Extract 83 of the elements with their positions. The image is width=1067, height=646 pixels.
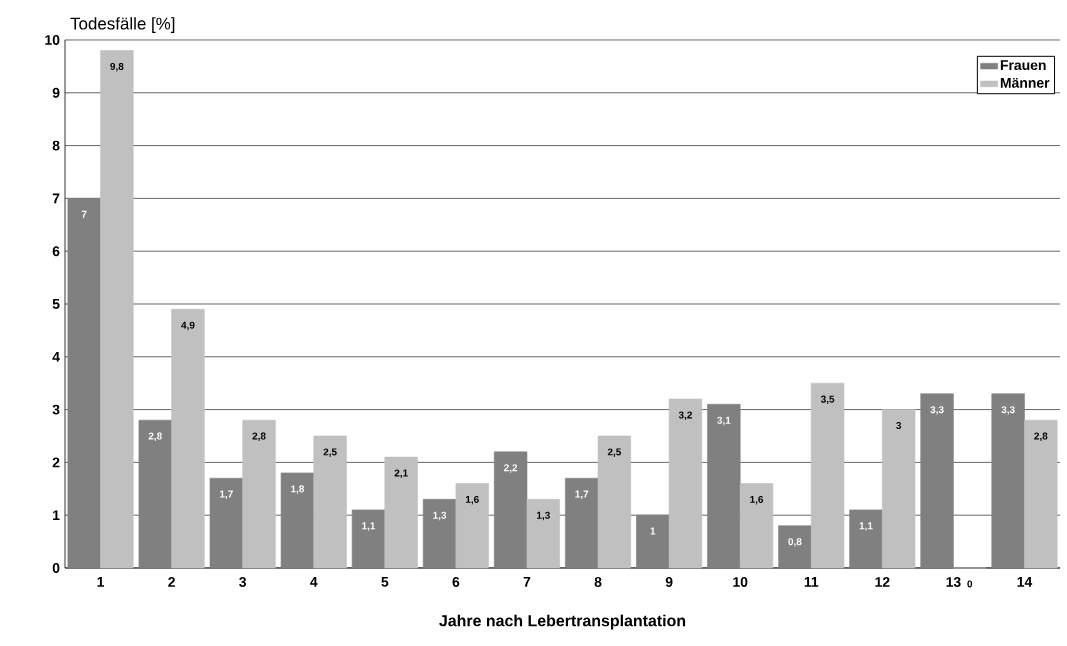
bar: [882, 409, 916, 569]
bar: [739, 483, 774, 569]
x-tick-label: 11: [804, 577, 819, 587]
x-tick-label: 14: [1017, 577, 1033, 587]
legend-label: Männer: [1000, 77, 1050, 88]
x-tick-label: 7: [523, 577, 531, 587]
data-label: 1,1: [859, 522, 873, 531]
bar: [351, 509, 386, 569]
data-label: 0: [967, 580, 973, 588]
bar: [778, 525, 812, 569]
data-label: 2,1: [394, 469, 408, 479]
bar: [920, 393, 954, 569]
data-label: 1,1: [362, 522, 376, 531]
data-label: 1,6: [750, 495, 764, 505]
y-axis-title: Todesfälle [%]: [70, 17, 175, 33]
data-label: 1,6: [465, 495, 479, 505]
bar: [209, 477, 243, 569]
y-tick-label: 4: [52, 351, 60, 362]
data-label: 0,8: [788, 538, 802, 547]
x-tick-label: 10: [733, 577, 748, 587]
bar: [455, 483, 489, 569]
bar: [565, 477, 599, 569]
legend-label: Frauen: [1000, 60, 1046, 71]
x-tick-label: 6: [452, 577, 460, 587]
data-label: 2,8: [252, 432, 266, 442]
data-label: 2,8: [148, 432, 162, 442]
data-label: 2,8: [1034, 432, 1048, 442]
bar: [171, 308, 205, 569]
y-tick-label: 1: [53, 510, 60, 520]
y-tick-label: 5: [52, 299, 60, 309]
data-label: 9,8: [110, 62, 124, 72]
data-label: 2,2: [504, 464, 518, 473]
data-label: 1,3: [537, 511, 550, 521]
bar: [280, 472, 315, 569]
y-tick-label: 2: [52, 457, 60, 468]
data-label: 3: [896, 421, 902, 430]
y-tick-label: 6: [52, 246, 60, 257]
y-tick-label: 7: [52, 193, 60, 204]
x-tick-label: 12: [875, 577, 890, 587]
bar: [668, 398, 703, 569]
bar: [384, 456, 418, 569]
bar: [422, 499, 457, 569]
data-label: 1,7: [575, 490, 589, 500]
bar: [849, 509, 883, 569]
bar: [636, 514, 670, 569]
bar: [707, 404, 741, 569]
x-tick-label: 2: [168, 577, 175, 587]
data-label: 2,5: [323, 448, 337, 457]
y-tick-label: 10: [45, 35, 60, 45]
data-label: 3,2: [678, 411, 692, 420]
x-tick-label: 13: [946, 577, 961, 587]
data-label: 2,5: [607, 448, 622, 457]
bar: [597, 435, 632, 569]
x-axis-title: Jahre nach Lebertransplantation: [439, 614, 686, 630]
data-label: 1,8: [291, 485, 305, 494]
x-tick-label: 8: [594, 577, 602, 587]
x-tick-label: 4: [310, 577, 318, 587]
data-label: 3,3: [1001, 406, 1015, 415]
data-label: 1,3: [433, 511, 447, 521]
y-tick-label: 9: [52, 87, 60, 98]
y-tick-label: 3: [52, 404, 60, 415]
x-tick-label: 1: [97, 577, 105, 587]
bar: [138, 419, 172, 569]
data-label: 7: [81, 210, 87, 218]
data-label: 1: [650, 527, 656, 535]
data-label: 3,1: [717, 416, 731, 426]
bar: [313, 435, 347, 569]
bar: [493, 451, 528, 569]
data-label: 4,9: [181, 321, 195, 331]
x-tick-label: 3: [239, 577, 247, 587]
bar: [810, 382, 845, 569]
y-tick-label: 0: [52, 563, 60, 573]
x-tick-label: 9: [665, 577, 673, 587]
bar: [100, 50, 134, 569]
x-tick-label: 5: [381, 577, 389, 587]
y-tick-label: 8: [52, 140, 60, 151]
data-label: 1,7: [220, 490, 233, 500]
bar: [526, 499, 560, 569]
bar: [242, 419, 276, 569]
data-label: 3,5: [820, 395, 835, 405]
bar: [1024, 419, 1058, 569]
bar: [991, 393, 1025, 569]
data-label: 3,3: [930, 406, 944, 415]
